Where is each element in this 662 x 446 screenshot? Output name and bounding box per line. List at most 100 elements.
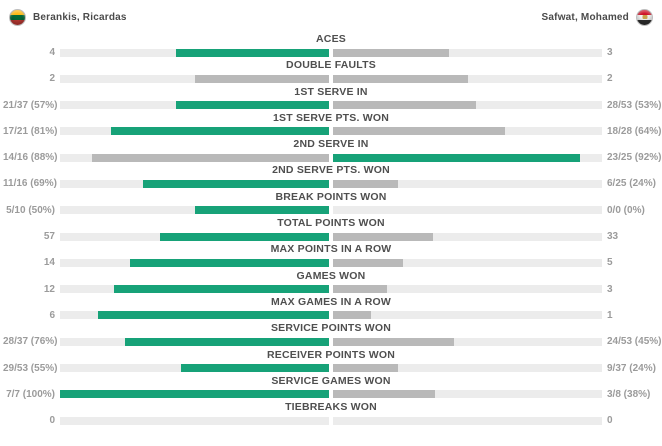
stat-bar-right-fill xyxy=(333,179,398,188)
stat-value-left: 12 xyxy=(43,283,55,295)
stat-bar-left xyxy=(60,153,329,162)
stat-row: 1ST SERVE PTS. WON 17/21 (81%) 18/28 (64… xyxy=(3,111,662,138)
stat-row: SERVICE POINTS WON 28/37 (76%) 24/53 (45… xyxy=(3,322,662,348)
egypt-eagle-emblem xyxy=(642,15,647,19)
stat-bar-left-fill xyxy=(143,179,329,188)
stat-value-left: 14/16 (88%) xyxy=(3,152,58,164)
stat-bar-left-fill xyxy=(129,258,329,267)
stat-bar-left-fill xyxy=(181,364,329,373)
stat-label: MAX POINTS IN A ROW xyxy=(270,243,392,256)
stat-label: DOUBLE FAULTS xyxy=(286,59,376,72)
stat-label: SERVICE GAMES WON xyxy=(271,374,391,387)
stat-label: SERVICE POINTS WON xyxy=(270,322,392,335)
stat-bar-right xyxy=(333,179,602,188)
stat-bar-right xyxy=(333,153,602,162)
player-left-name: Berankis, Ricardas xyxy=(33,11,127,23)
stat-bar-right-fill xyxy=(333,390,436,399)
stat-row: MAX POINTS IN A ROW 14 5 xyxy=(3,243,659,269)
stat-label: 1ST SERVE PTS. WON xyxy=(272,111,389,124)
stat-value-left: 2 xyxy=(49,73,55,85)
stat-value-left: 0 xyxy=(49,415,55,427)
stat-label: RECEIVER POINTS WON xyxy=(266,348,396,361)
stat-bar-left-fill xyxy=(175,101,329,110)
stat-bar-right xyxy=(333,48,602,57)
stat-row: 2ND SERVE PTS. WON 11/16 (69%) 6/25 (24%… xyxy=(3,164,659,190)
stat-value-right: 18/28 (64%) xyxy=(607,125,662,137)
stat-bar-left xyxy=(60,416,329,425)
egypt-flag-icon xyxy=(636,8,653,26)
stat-value-left: 57 xyxy=(43,231,55,243)
stat-value-right: 28/53 (53%) xyxy=(607,99,662,111)
stat-bar-left-fill xyxy=(111,127,329,136)
stat-bar-left xyxy=(60,390,329,399)
stat-bar-right xyxy=(333,364,602,373)
stat-bar-right-fill xyxy=(333,127,506,136)
stat-value-left: 6 xyxy=(49,309,55,321)
stat-bar-right-fill xyxy=(333,153,581,162)
stat-bar-left xyxy=(60,258,329,267)
stat-bar-right-fill xyxy=(333,311,371,320)
stat-bar-left-fill xyxy=(159,232,329,241)
stat-value-right: 6/25 (24%) xyxy=(607,178,656,190)
stat-bar-right xyxy=(333,285,602,294)
stat-bar-left xyxy=(60,127,329,136)
player-right: Safwat, Mohamed xyxy=(542,8,653,26)
stat-label: GAMES WON xyxy=(296,269,366,282)
stat-row: GAMES WON 12 3 xyxy=(3,270,659,296)
stat-value-left: 14 xyxy=(43,257,55,269)
stat-bar-right-fill xyxy=(333,337,455,346)
stat-bar-right xyxy=(333,74,602,83)
stat-bar-right-fill xyxy=(333,74,468,83)
stat-bar-left-fill xyxy=(97,311,329,320)
stat-row: BREAK POINTS WON 5/10 (50%) 0/0 (0%) xyxy=(3,191,659,217)
stat-bar-right-fill xyxy=(333,101,476,110)
stat-bar-right-fill xyxy=(333,232,433,241)
stat-value-right: 24/53 (45%) xyxy=(607,336,662,348)
stat-bar-right xyxy=(333,127,602,136)
stat-value-right: 9/37 (24%) xyxy=(607,362,656,374)
stat-row: SERVICE GAMES WON 7/7 (100%) 3/8 (38%) xyxy=(3,375,659,401)
stat-value-left: 17/21 (81%) xyxy=(3,125,58,137)
stat-bar-right xyxy=(333,206,602,215)
stat-bar-left-fill xyxy=(60,390,329,399)
stat-value-left: 28/37 (76%) xyxy=(3,336,58,348)
stat-value-right: 1 xyxy=(607,309,613,321)
stat-bar-right xyxy=(333,258,602,267)
stat-bar-right-fill xyxy=(333,364,398,373)
stat-bar-left-fill xyxy=(194,74,329,83)
stat-bar-left xyxy=(60,48,329,57)
stat-bar-right xyxy=(333,416,602,425)
stat-label: 2ND SERVE IN xyxy=(293,138,369,151)
stat-bar-left xyxy=(60,74,329,83)
stat-bar-right-fill xyxy=(333,258,403,267)
stat-value-left: 11/16 (69%) xyxy=(3,178,57,190)
stat-bar-left xyxy=(60,179,329,188)
stat-label: ACES xyxy=(316,33,346,45)
stat-value-right: 2 xyxy=(607,73,613,85)
stat-bar-right-fill xyxy=(333,48,449,57)
stat-bar-left-fill xyxy=(175,48,329,57)
stat-value-left: 5/10 (50%) xyxy=(6,204,55,216)
stat-value-right: 0/0 (0%) xyxy=(607,204,645,216)
stat-bar-left xyxy=(60,364,329,373)
lithuania-flag-icon xyxy=(9,8,26,26)
stat-row: TIEBREAKS WON 0 0 xyxy=(3,401,659,427)
stat-bar-right xyxy=(333,390,602,399)
stat-value-right: 3 xyxy=(607,283,613,295)
stat-bar-right xyxy=(333,311,602,320)
stat-bar-left-fill xyxy=(92,153,329,162)
stat-row: 2ND SERVE IN 14/16 (88%) 23/25 (92%) xyxy=(3,138,661,164)
stat-bar-right-fill xyxy=(333,285,387,294)
stat-bar-left xyxy=(60,206,329,215)
stat-bar-left xyxy=(60,285,329,294)
stat-value-right: 0 xyxy=(607,415,613,427)
stat-row: TOTAL POINTS WON 57 33 xyxy=(3,217,659,243)
stat-label: 1ST SERVE IN xyxy=(294,85,368,98)
stat-bar-left xyxy=(60,232,329,241)
stat-label: TOTAL POINTS WON xyxy=(277,217,385,230)
stat-label: 2ND SERVE PTS. WON xyxy=(272,164,390,177)
stat-value-left: 4 xyxy=(49,47,55,58)
stat-bar-left xyxy=(60,337,329,346)
stat-row: MAX GAMES IN A ROW 6 1 xyxy=(3,296,659,322)
stat-label: MAX GAMES IN A ROW xyxy=(270,295,392,308)
